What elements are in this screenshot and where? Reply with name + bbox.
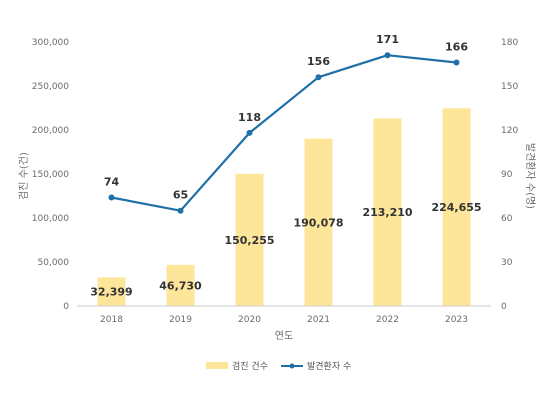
x-axis-title: 연도 (275, 330, 293, 342)
line-layer (108, 52, 460, 214)
y2-axis-title: 발견환자 수(명) (524, 143, 536, 209)
legend: 검진 건수 발견환자 수 (206, 360, 351, 372)
legend-line-marker (289, 363, 295, 369)
legend-bar-label: 검진 건수 (232, 360, 268, 372)
legend-line-label: 발견환자 수 (307, 360, 351, 372)
patients-line (111, 54, 457, 212)
x-tick-label: 2023 (445, 315, 468, 325)
line-value-label: 118 (238, 111, 261, 124)
x-tick-label: 2022 (376, 315, 399, 325)
x-tick-label: 2021 (307, 315, 330, 325)
legend-bar-swatch (206, 362, 228, 369)
line-point-2020 (246, 129, 253, 136)
line-value-label: 74 (104, 176, 120, 189)
line-point-2023 (453, 59, 460, 66)
bar-value-label: 190,078 (293, 216, 343, 229)
x-tick-label: 2019 (169, 315, 192, 325)
y-tick-label: 150,000 (32, 170, 69, 180)
y2-tick-label: 180 (501, 38, 518, 48)
bar-value-label: 150,255 (224, 234, 274, 247)
y-tick-label: 50,000 (38, 258, 70, 268)
y-tick-label: 100,000 (32, 214, 69, 224)
y2-tick-label: 60 (501, 214, 513, 224)
bar-value-label: 46,730 (159, 279, 202, 292)
line-point-2022 (384, 52, 391, 59)
line-point-2021 (315, 74, 322, 81)
bar-2023 (442, 108, 471, 306)
line-value-label: 156 (307, 55, 330, 68)
bar-2018 (97, 277, 126, 306)
y2-tick-label: 0 (501, 302, 507, 312)
y2-tick-label: 150 (501, 82, 518, 92)
labels-layer: 32,399 46,730 150,255 190,078 213,210 224,655… (90, 33, 481, 299)
bars-layer (97, 108, 471, 307)
bar-2022 (373, 118, 402, 307)
line-point-2018 (108, 194, 115, 201)
ticks-layer: 0 50,000 100,000 150,000 200,000 250,000 300,0… (32, 38, 519, 325)
y2-tick-label: 120 (501, 126, 518, 136)
x-tick-label: 2020 (238, 315, 261, 325)
y2-tick-label: 90 (501, 170, 513, 180)
line-value-label: 171 (376, 33, 399, 46)
y-tick-label: 250,000 (32, 82, 69, 92)
y-tick-label: 0 (63, 302, 69, 312)
y-axis-title: 검진 수(건) (18, 152, 30, 200)
y-tick-label: 200,000 (32, 126, 69, 136)
bar-2019 (166, 264, 195, 306)
line-value-label: 65 (173, 189, 188, 202)
bar-value-label: 213,210 (362, 206, 412, 219)
x-tick-label: 2018 (100, 315, 123, 325)
bar-value-label: 224,655 (431, 201, 481, 214)
y2-tick-label: 30 (501, 258, 513, 268)
y-tick-label: 300,000 (32, 38, 69, 48)
line-value-label: 166 (445, 41, 468, 54)
line-point-2019 (177, 207, 184, 214)
bar-value-label: 32,399 (90, 286, 132, 299)
bar-2021 (304, 138, 333, 306)
bar-2020 (235, 173, 264, 306)
